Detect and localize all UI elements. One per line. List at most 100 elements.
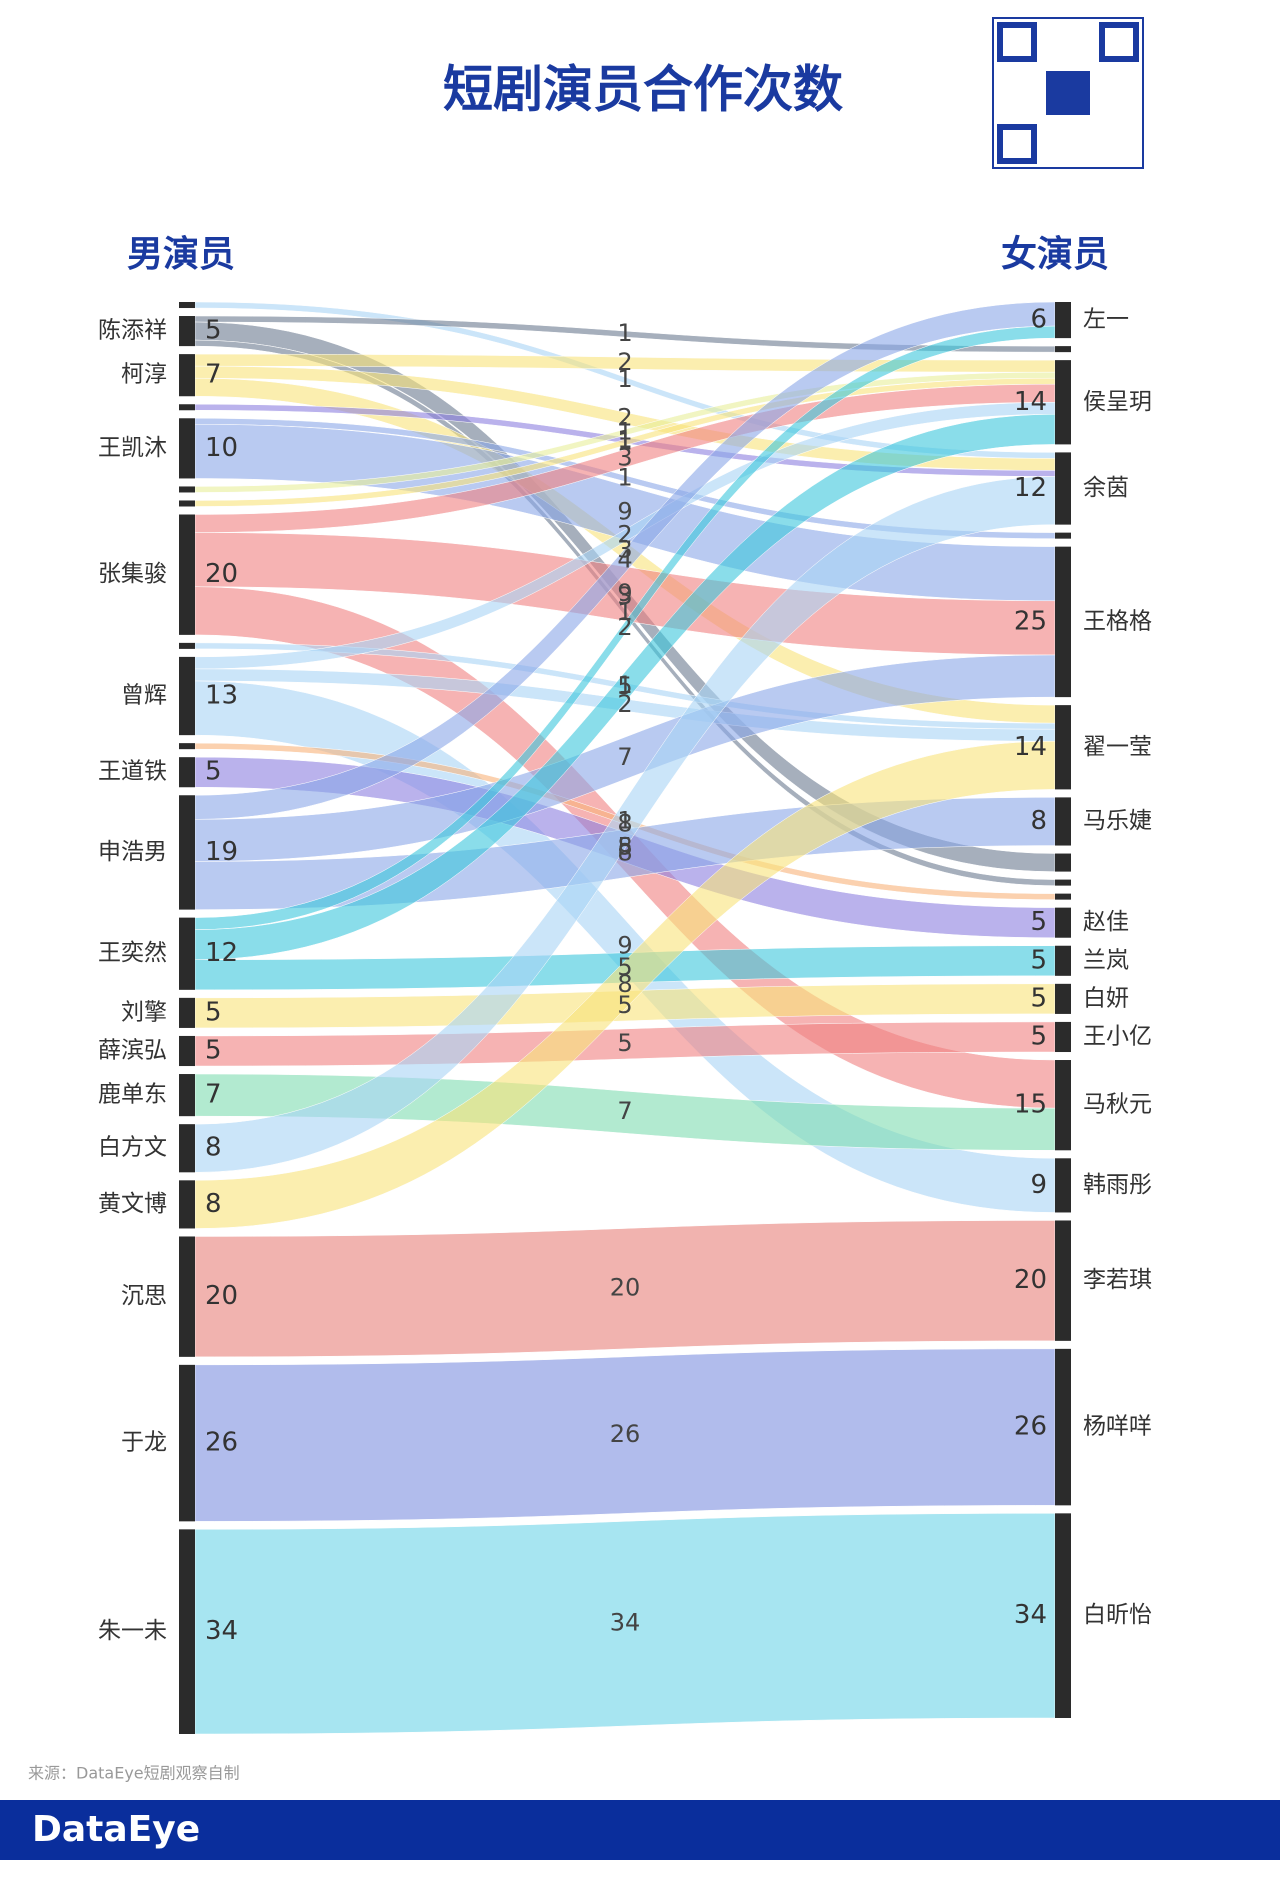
- node-value: 8: [1030, 806, 1047, 836]
- link-label: 4: [617, 546, 632, 574]
- node-name: 张集骏: [98, 561, 167, 587]
- node-value: 8: [205, 1133, 222, 1163]
- link: [194, 1021, 1056, 1067]
- link: [194, 740, 1056, 1229]
- link-label: 3: [617, 536, 632, 564]
- node-name: 陈添祥: [98, 318, 167, 344]
- link: [194, 476, 1056, 1173]
- node: [179, 1529, 195, 1734]
- link: [194, 418, 1056, 539]
- node-name: 刘擎: [121, 999, 167, 1025]
- node-name: 黄文博: [98, 1191, 167, 1217]
- node-value: 7: [205, 1080, 222, 1110]
- node-name: 马乐婕: [1083, 808, 1152, 834]
- node-value: 15: [1014, 1090, 1047, 1120]
- link-label: 1: [617, 417, 632, 445]
- node-name: 沉思: [121, 1283, 167, 1309]
- node: [1055, 907, 1071, 938]
- node-value: 34: [1014, 1600, 1047, 1630]
- link-label: 5: [617, 991, 632, 1019]
- node: [179, 404, 195, 411]
- node-name: 赵佳: [1083, 909, 1129, 935]
- link-label: 1: [617, 365, 632, 393]
- node: [1055, 879, 1071, 886]
- node-value: 5: [205, 997, 222, 1027]
- node-value: 5: [205, 757, 222, 787]
- node-name: 李若琪: [1083, 1267, 1152, 1293]
- link-label: 2: [617, 690, 632, 718]
- node-value: 10: [205, 433, 238, 463]
- node-name: 兰岚: [1083, 947, 1129, 973]
- node-name: 杨咩咩: [1083, 1414, 1152, 1440]
- node: [1055, 983, 1071, 1014]
- node: [179, 1035, 195, 1067]
- node: [179, 642, 195, 649]
- brand: DataEye: [32, 1809, 200, 1850]
- node-value: 19: [205, 837, 238, 867]
- link-label: 1: [617, 463, 632, 491]
- link-label: 34: [610, 1609, 641, 1637]
- node: [1055, 546, 1071, 698]
- node-name: 王奕然: [98, 940, 167, 966]
- qr-code: [992, 17, 1144, 169]
- node: [1055, 1348, 1071, 1506]
- node-name: 翟一莹: [1083, 734, 1152, 760]
- node-value: 20: [1014, 1265, 1047, 1295]
- node-value: 20: [205, 559, 238, 589]
- node-value: 34: [205, 1616, 238, 1646]
- link-label: 1: [617, 427, 632, 455]
- node: [1055, 705, 1071, 790]
- node: [1055, 1158, 1071, 1213]
- node-value: 14: [1014, 732, 1047, 762]
- node-value: 13: [205, 681, 238, 711]
- node-value: 9: [1030, 1170, 1047, 1200]
- node-value: 5: [1030, 1021, 1047, 1051]
- link-label: 8: [617, 970, 632, 998]
- link-label: 8: [617, 809, 632, 837]
- chart-title: 短剧演员合作次数: [443, 61, 843, 119]
- node-value: 5: [1030, 907, 1047, 937]
- node: [179, 1236, 195, 1357]
- node: [1055, 797, 1071, 846]
- link-label: 3: [617, 582, 632, 610]
- node-value: 5: [205, 316, 222, 346]
- link: [194, 1220, 1056, 1358]
- node-name: 侯呈玥: [1083, 389, 1152, 415]
- source-note: 来源：DataEye短剧观察自制: [28, 1764, 240, 1783]
- node-name: 左一: [1083, 307, 1129, 333]
- node-name: 于龙: [121, 1430, 167, 1456]
- node: [179, 1124, 195, 1173]
- node: [1055, 853, 1071, 872]
- link-label: 3: [617, 443, 632, 471]
- node: [1055, 532, 1071, 539]
- link-label: 1: [617, 319, 632, 347]
- node: [179, 500, 195, 507]
- node: [179, 316, 195, 347]
- link-label: 9: [617, 498, 632, 526]
- node: [179, 302, 195, 309]
- node: [1055, 346, 1071, 353]
- node-name: 薛滨弘: [98, 1037, 167, 1063]
- link-label: 1: [617, 671, 632, 699]
- node: [179, 757, 195, 788]
- link-label: 2: [617, 613, 632, 641]
- node-name: 余茵: [1083, 475, 1129, 501]
- node-value: 20: [205, 1281, 238, 1311]
- right-title: 女演员: [1001, 234, 1109, 275]
- node-value: 12: [1014, 473, 1047, 503]
- node-name: 柯淳: [121, 362, 167, 388]
- link-label: 2: [617, 403, 632, 431]
- node-name: 马秋元: [1083, 1092, 1152, 1118]
- node-name: 王凯沐: [98, 435, 167, 461]
- link-label: 8: [617, 839, 632, 867]
- node-value: 5: [205, 1035, 222, 1065]
- link-label: 7: [617, 743, 632, 771]
- node: [179, 354, 195, 397]
- node-name: 申浩男: [98, 839, 167, 865]
- node-value: 5: [1030, 983, 1047, 1013]
- node: [1055, 893, 1071, 900]
- link-label: 9: [617, 579, 632, 607]
